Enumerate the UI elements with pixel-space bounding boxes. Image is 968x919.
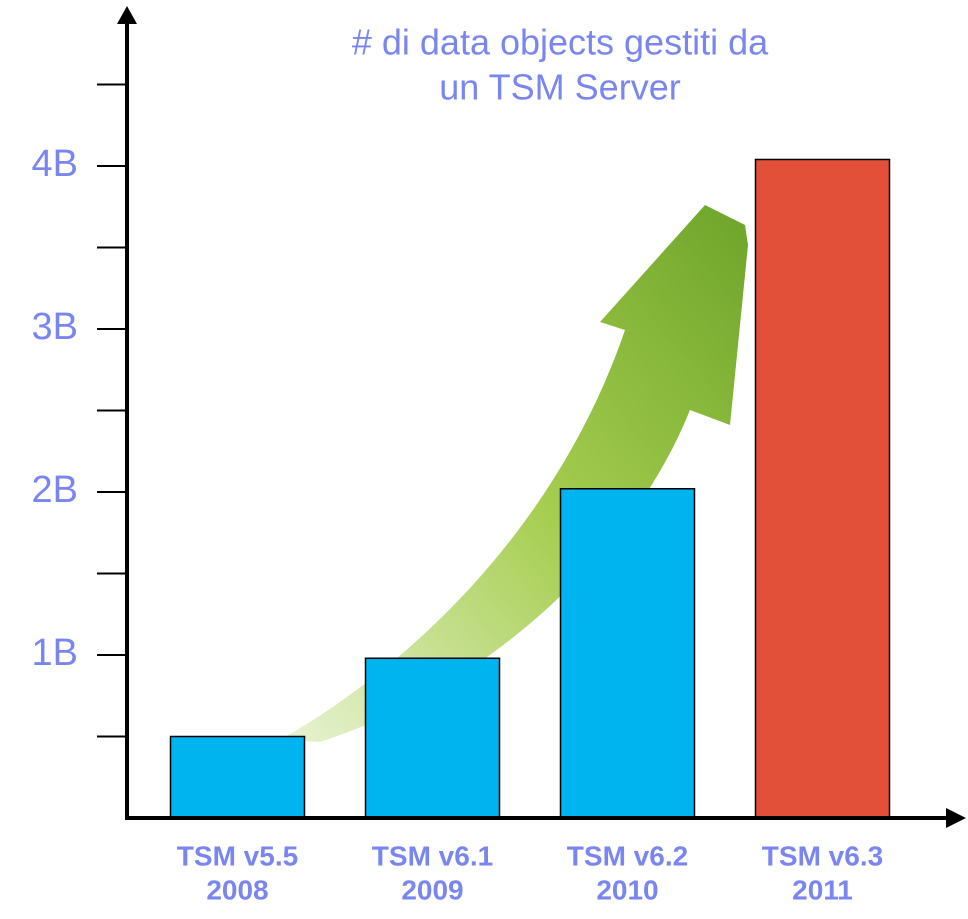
y-axis-arrow <box>117 6 137 24</box>
bar <box>559 487 696 819</box>
x-tick-label: 2009 <box>401 874 463 905</box>
x-tick-label: TSM v6.3 <box>762 840 883 871</box>
x-tick-label: 2011 <box>792 874 853 905</box>
plot <box>169 158 891 819</box>
y-tick-label: 3B <box>32 306 78 348</box>
chart-title: # di data objects gestiti da <box>352 22 769 63</box>
x-tick-label: 2008 <box>206 874 268 905</box>
bar <box>169 735 306 819</box>
x-tick-label: TSM v6.2 <box>567 840 688 871</box>
bar <box>754 158 891 819</box>
y-tick-label: 2B <box>32 469 78 511</box>
growth-arrow <box>280 205 748 742</box>
x-tick-label: 2010 <box>596 874 658 905</box>
x-tick-label: TSM v6.1 <box>372 840 493 871</box>
x-axis-arrow <box>946 808 966 828</box>
bar <box>364 657 501 819</box>
x-tick-label: TSM v5.5 <box>177 840 298 871</box>
y-tick-label: 4B <box>32 143 78 185</box>
chart-title: un TSM Server <box>439 67 680 108</box>
y-tick-label: 1B <box>32 632 78 674</box>
